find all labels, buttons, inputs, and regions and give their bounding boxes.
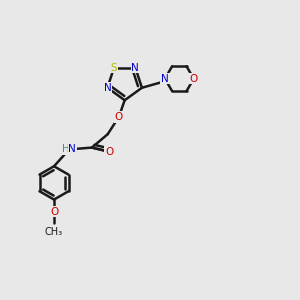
Text: H: H — [62, 144, 70, 154]
Text: N: N — [103, 83, 111, 93]
Text: N: N — [68, 144, 76, 154]
Text: O: O — [50, 207, 58, 217]
Text: S: S — [111, 63, 117, 73]
Text: N: N — [131, 63, 139, 73]
Text: N: N — [161, 74, 169, 84]
Text: CH₃: CH₃ — [45, 227, 63, 237]
Text: O: O — [190, 74, 198, 84]
Text: O: O — [105, 147, 113, 157]
Text: O: O — [115, 112, 123, 122]
